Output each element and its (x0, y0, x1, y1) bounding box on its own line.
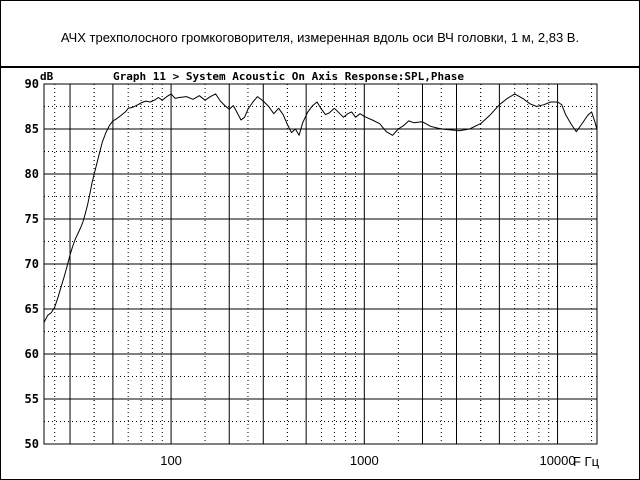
y-tick-label: 55 (25, 392, 39, 406)
series-group (43, 93, 598, 323)
page-caption: АЧХ трехполосного громкоговорителя, изме… (60, 30, 580, 45)
y-tick-label: 60 (25, 347, 39, 361)
chart-grid (44, 83, 597, 445)
y-tick-label: 75 (25, 212, 39, 226)
y-tick-label: 85 (25, 122, 39, 136)
x-tick-label: 10000 (539, 453, 575, 468)
series-line-spl (43, 93, 598, 323)
y-tick-label: 70 (25, 257, 39, 271)
chart-title: Graph 11 > System Acoustic On Axis Respo… (113, 70, 464, 83)
y-axis-label: dB (40, 70, 54, 83)
x-tick-label: 100 (160, 453, 182, 468)
x-axis-label: F Гц (573, 454, 600, 469)
x-tick-label: 1000 (350, 453, 379, 468)
y-tick-label: 50 (25, 437, 39, 451)
header-divider (0, 66, 640, 68)
y-tick-label: 65 (25, 302, 39, 316)
y-tick-label: 80 (25, 167, 39, 181)
x-tick-labels: 100 1000 10000 (160, 453, 575, 468)
y-tick-labels: 50 55 60 65 70 75 80 85 90 (25, 77, 39, 451)
plot-border (43, 83, 598, 445)
y-tick-label: 90 (25, 77, 39, 91)
